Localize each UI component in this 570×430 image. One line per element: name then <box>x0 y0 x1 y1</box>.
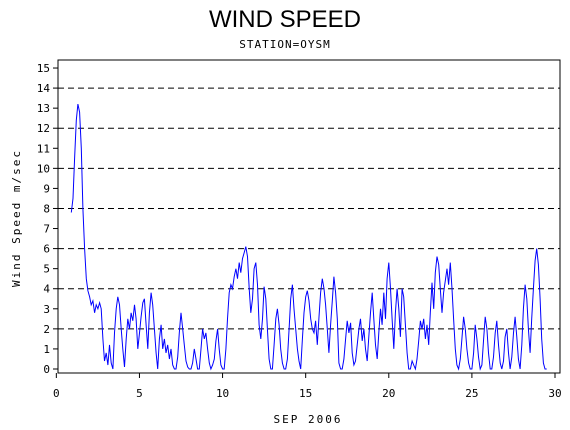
y-tick-label-4: 4 <box>43 283 50 296</box>
y-tick-label-15: 15 <box>37 62 50 75</box>
x-tick-label-0: 0 <box>53 387 60 400</box>
y-axis-title: Wind Speed m/sec <box>10 149 23 287</box>
y-tick-label-14: 14 <box>37 82 51 95</box>
y-tick-label-8: 8 <box>43 202 50 215</box>
x-tick-label-15: 15 <box>299 387 312 400</box>
chart-title: WIND SPEED <box>208 6 361 33</box>
wind-speed-series-line <box>70 103 547 371</box>
y-tick-label-3: 3 <box>43 303 50 316</box>
x-axis: 0 5 10 15 20 25 30 <box>53 373 562 400</box>
y-tick-label-10: 10 <box>37 162 50 175</box>
y-tick-label-5: 5 <box>43 263 50 276</box>
x-tick-label-20: 20 <box>382 387 395 400</box>
y-tick-label-11: 11 <box>37 142 50 155</box>
x-tick-label-25: 25 <box>465 387 478 400</box>
x-axis-title: SEP 2006 <box>274 413 343 426</box>
x-tick-label-5: 5 <box>136 387 143 400</box>
y-tick-label-12: 12 <box>37 122 50 135</box>
y-tick-label-9: 9 <box>43 182 50 195</box>
y-tick-label-1: 1 <box>43 343 50 356</box>
x-tick-label-10: 10 <box>216 387 229 400</box>
y-tick-label-0: 0 <box>43 363 50 376</box>
y-tick-label-7: 7 <box>43 223 50 236</box>
chart-subtitle: STATION=OYSM <box>239 38 331 51</box>
plot-frame <box>57 59 561 374</box>
y-tick-label-2: 2 <box>43 323 50 336</box>
y-tick-label-6: 6 <box>43 243 50 256</box>
x-tick-label-30: 30 <box>548 387 561 400</box>
gridlines <box>58 87 560 330</box>
y-tick-label-13: 13 <box>37 102 50 115</box>
